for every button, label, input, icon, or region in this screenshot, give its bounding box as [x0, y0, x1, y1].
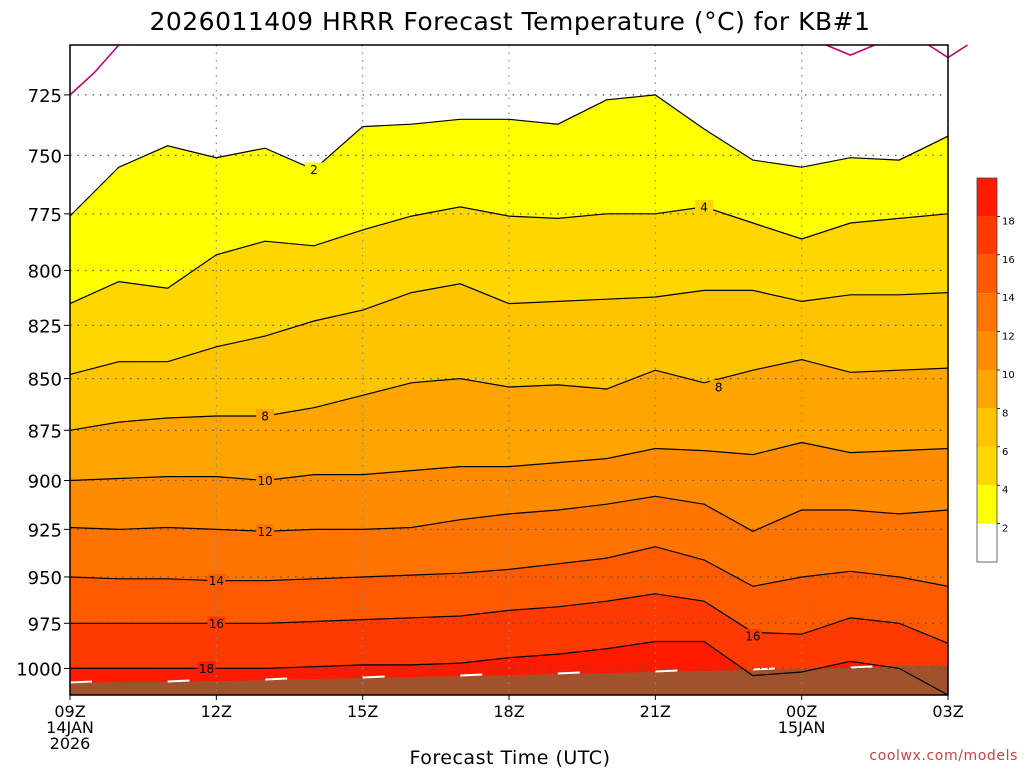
x-tick-label-12Z-0: 12Z: [201, 702, 232, 721]
isotherm-12: [69, 495, 949, 532]
isotherm-0-segment-0: [69, 44, 120, 96]
inline-label-1: 8: [715, 380, 723, 394]
x-tick-label-09Z-2: 2026: [50, 734, 91, 753]
colorbar-label-12: 12: [1002, 332, 1015, 343]
colorbar-bin-14: [977, 293, 997, 332]
isotherm-label-2: 2: [310, 163, 318, 177]
ground-fill: [70, 665, 948, 695]
isotherm-2: [69, 94, 949, 217]
x-tick-label-18Z-0: 18Z: [493, 702, 524, 721]
colorbar-label-10: 10: [1002, 370, 1015, 381]
ground-surface-mark: [557, 671, 580, 675]
chart-title: 2026011409 HRRR Forecast Temperature (°C…: [149, 7, 870, 36]
ground-surface-mark: [460, 673, 483, 677]
colorbar-bin-8: [977, 408, 997, 447]
x-tick-label-03Z-0: 03Z: [932, 702, 963, 721]
x-tick-label-21Z-0: 21Z: [640, 702, 671, 721]
isotherm-label-bg-16: [207, 616, 226, 631]
colorbar: 2 4 6 8 10 12 14 16 18: [976, 177, 1015, 563]
inline-label-0: 16: [745, 630, 760, 644]
ground-surface-mark: [265, 677, 288, 681]
isotherm-label-bg-14: [207, 573, 226, 588]
y-tick-label-775: 775: [28, 205, 62, 226]
x-tick-label-00Z-1: 15JAN: [778, 718, 826, 737]
x-tick-label-09Z-0: 09Z: [54, 702, 85, 721]
isotherm-label-16: 16: [209, 617, 224, 631]
y-tick-label-950: 950: [28, 568, 62, 589]
y-tick-label-900: 900: [28, 472, 62, 493]
colorbar-bin-20: [977, 178, 997, 217]
y-tick-label-725: 725: [28, 86, 62, 107]
isotherm-10: [69, 441, 949, 482]
x-tick-label-00Z-0: 00Z: [786, 702, 817, 721]
y-tick-label-875: 875: [28, 421, 62, 442]
isotherm-6: [69, 283, 949, 375]
isotherm-label-bg-12: [256, 524, 275, 539]
contour-label-layer: 2 4 8 10 12 14 16 18 16 8: [197, 162, 762, 676]
colorbar-label-14: 14: [1002, 293, 1015, 304]
isotherm-18: [70, 640, 949, 696]
isotherm-4: [69, 206, 949, 305]
colorbar-label-18: 18: [1002, 216, 1015, 227]
ground-surface-mark: [167, 679, 190, 683]
colorbar-bin-10: [977, 370, 997, 409]
colorbar-bin-12: [977, 331, 997, 370]
colorbar-label-16: 16: [1002, 255, 1015, 266]
isotherm-label-4: 4: [700, 200, 708, 214]
isotherm-label-12: 12: [257, 525, 272, 539]
y-tick-label-825: 825: [28, 316, 62, 337]
y-tick-label-850: 850: [28, 370, 62, 391]
ground-surface-mark: [850, 665, 873, 669]
isotherm-label-18: 18: [199, 662, 214, 676]
y-tick-label-800: 800: [28, 261, 62, 282]
x-tick-label-15Z-0: 15Z: [347, 702, 378, 721]
colorbar-label-4: 4: [1002, 485, 1008, 496]
isotherm-label-bg-18: [197, 661, 216, 676]
colorbar-bin-4: [977, 485, 997, 524]
inline-label-bg-1: [709, 379, 728, 394]
ground-surface-mark: [655, 669, 678, 673]
isotherm-label-bg-2: [304, 162, 323, 177]
colorbar-bin-2: [977, 523, 997, 562]
isotherm-8: [69, 358, 949, 431]
isotherm-0-segment-1: [825, 44, 876, 56]
ground-layer: [69, 665, 948, 695]
ground-surface-mark: [69, 680, 93, 684]
isotherm-label-bg-4: [695, 199, 714, 214]
isotherm-label-10: 10: [257, 474, 272, 488]
x-tick-label-09Z-1: 14JAN: [46, 718, 94, 737]
colorbar-bin-18: [977, 216, 997, 255]
isotherm-label-bg-8: [256, 408, 275, 423]
y-tick-label-975: 975: [28, 614, 62, 635]
y-tick-label-1000: 1000: [16, 659, 62, 680]
colorbar-bin-16: [977, 254, 997, 294]
y-tick-label-750: 750: [28, 146, 62, 167]
inline-label-bg-0: [743, 629, 762, 644]
credit-text: coolwx.com/models: [869, 748, 1018, 764]
colorbar-label-8: 8: [1002, 408, 1008, 419]
colorbar-bin-6: [977, 446, 997, 486]
y-axis: 725 750 775 800 825 850 875 900 925 950 975 1000: [16, 86, 70, 680]
ground-surface-mark: [752, 667, 775, 671]
colorbar-label-2: 2: [1002, 524, 1008, 535]
y-tick-label-925: 925: [28, 520, 62, 541]
isotherm-label-14: 14: [209, 574, 224, 588]
isotherm-label-8: 8: [261, 409, 269, 423]
x-axis-label: Forecast Time (UTC): [410, 747, 611, 768]
colorbar-label-6: 6: [1002, 447, 1008, 458]
isotherm-label-bg-10: [256, 473, 275, 488]
ground-surface-mark: [362, 675, 385, 679]
